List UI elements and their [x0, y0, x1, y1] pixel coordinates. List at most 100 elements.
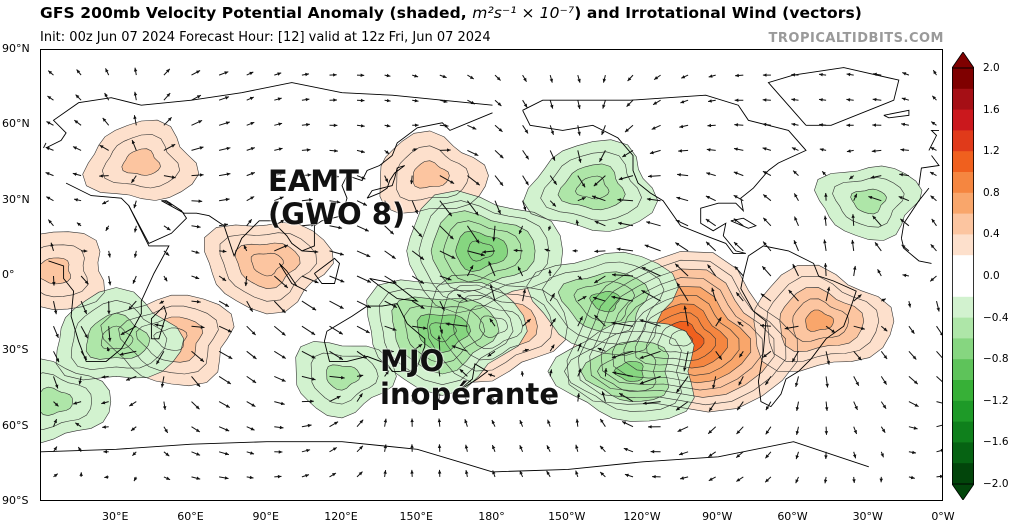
wind-vector-head — [930, 172, 934, 176]
wind-vector-head — [675, 263, 679, 268]
wind-vector-head — [364, 228, 369, 232]
inoperante-label: inopérante — [380, 377, 559, 411]
wind-vector-head — [575, 470, 579, 475]
contour-line — [575, 175, 610, 200]
colorbar-frame — [952, 67, 974, 485]
forecast-info: Init: 00z Jun 07 2024 Forecast Hour: [12… — [40, 30, 491, 45]
wind-vector-head — [166, 93, 171, 97]
wind-vector-head — [868, 196, 873, 200]
wind-vector-head — [359, 445, 363, 450]
wind-vector-head — [76, 69, 81, 74]
wind-vector-head — [449, 235, 454, 240]
wind-vector-head — [871, 149, 876, 153]
wind-vector-head — [83, 309, 87, 314]
colorbar-segment — [952, 213, 974, 235]
wind-vector-head — [457, 294, 462, 298]
wind-vector-head — [332, 447, 337, 451]
wind-vector-head — [513, 248, 518, 253]
lon-tick-label: 30°E — [102, 510, 129, 523]
wind-vector-head — [156, 360, 160, 365]
wind-vector-head — [763, 217, 767, 222]
wind-vector-head — [392, 279, 397, 284]
wind-vector-head — [133, 204, 137, 209]
contour-line — [41, 372, 93, 430]
contour-line — [557, 271, 650, 335]
wind-vector-head — [826, 360, 830, 365]
wind-vector-head — [736, 478, 741, 482]
wind-vector-head — [791, 73, 796, 77]
wind-vector-head — [602, 78, 607, 83]
wind-vector-head — [99, 174, 103, 178]
wind-vector-head — [763, 194, 768, 199]
wind-vector-head — [412, 367, 416, 372]
wind-vector-head — [526, 319, 531, 323]
wind-vector-head — [854, 405, 858, 410]
wind-vector-head — [881, 298, 886, 302]
wind-vector-head — [132, 279, 136, 284]
wind-vector-head — [362, 354, 367, 359]
wind-vector-head — [708, 430, 713, 434]
lon-tick-label: 60°W — [777, 510, 808, 523]
wind-vector-head — [314, 279, 319, 284]
wind-vector-head — [547, 394, 552, 399]
wind-vector-head — [939, 474, 942, 479]
wind-vector-head — [307, 173, 312, 177]
wind-vector-head — [171, 175, 176, 179]
wind-vector-head — [54, 402, 59, 407]
wind-vector-head — [482, 250, 486, 254]
wind-vector-head — [579, 316, 583, 321]
wind-vector-head — [74, 198, 78, 202]
wind-vector-head — [305, 72, 309, 77]
wind-vector-head — [249, 307, 253, 312]
wind-vector-head — [129, 402, 134, 407]
wind-vector-head — [611, 321, 616, 325]
wind-vector-head — [601, 391, 605, 396]
wind-vector-head — [222, 277, 227, 281]
mjo-annotation: MJO inopérante — [380, 345, 559, 411]
wind-vector-head — [622, 153, 627, 157]
wind-vector-head — [228, 355, 233, 359]
wind-vector-head — [711, 287, 715, 292]
wind-vector-head — [338, 331, 343, 335]
wind-vector-head — [524, 129, 528, 134]
wind-vector-head — [824, 193, 828, 197]
wind-vector-head — [706, 241, 710, 246]
wind-vector-head — [846, 149, 851, 153]
wind-vector-head — [851, 214, 855, 218]
wind-vector-head — [823, 263, 828, 267]
wind-vector-head — [367, 279, 371, 283]
wind-vector-head — [519, 420, 523, 425]
colorbar-segment — [952, 234, 974, 256]
lon-tick-label: 90°W — [702, 510, 733, 523]
wind-vector-head — [523, 206, 527, 211]
wind-vector-head — [853, 193, 857, 198]
anomaly-center — [366, 279, 528, 396]
wind-vector-head — [852, 479, 856, 483]
wind-vector-head — [552, 202, 556, 207]
wind-vector-head — [106, 347, 111, 352]
colorbar-tick-label: −1.6 — [983, 436, 1009, 449]
wind-vector-head — [413, 148, 418, 152]
contour-line — [623, 294, 740, 376]
wind-vector-head — [846, 123, 851, 127]
wind-vector-head — [879, 478, 883, 483]
wind-vector-head — [639, 355, 644, 359]
lon-tick-label: 150°W — [548, 510, 586, 523]
wind-vector-head — [708, 453, 713, 457]
wind-vector-head — [792, 358, 796, 363]
wind-vector-head — [930, 195, 935, 200]
wind-vector-head — [366, 304, 371, 308]
wind-vector-head — [765, 381, 769, 385]
wind-vector-head — [445, 322, 450, 326]
coastline — [369, 278, 419, 302]
wind-vector-head — [305, 97, 310, 102]
colorbar-segment — [952, 296, 974, 319]
wind-vector-head — [78, 380, 82, 385]
wind-vector-head — [913, 426, 918, 430]
wind-vector-head — [392, 304, 397, 308]
wind-vector-head — [622, 421, 627, 425]
wind-vector-head — [196, 95, 201, 99]
wind-vector — [936, 401, 942, 404]
contour-line — [41, 257, 71, 285]
wind-vector-head — [442, 74, 447, 78]
